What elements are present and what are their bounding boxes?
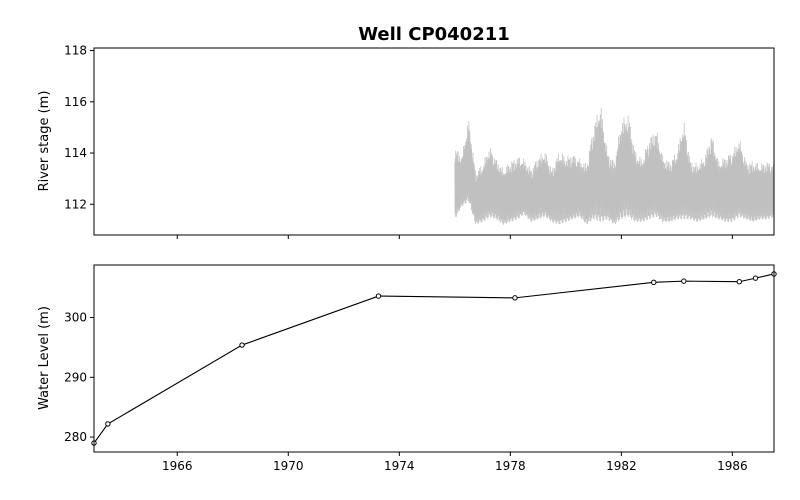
water-level-point [239,342,245,348]
river-stage-y-tick-label: 118 [64,44,87,58]
water-level-point [736,279,743,285]
water-level-x-ticks: 1966 1970 1974 1978 1982 1986 [162,452,748,473]
river-stage-y-tick-label: 116 [64,95,87,109]
water-level-y-tick-label: 290 [64,370,87,384]
water-level-point [681,278,687,284]
water-level-y-ticks: 280 290 300 [64,311,94,444]
river-stage-panel: 112 114 116 118 River stage (m) [37,44,775,239]
water-level-axes-frame [93,264,775,453]
chart-title: Well CP040211 [358,24,510,45]
water-level-point [651,279,657,286]
river-stage-y-tick-label: 112 [64,197,87,211]
water-level-point [512,295,518,301]
river-stage-y-axis-label: River stage (m) [37,91,52,192]
river-stage-x-ticks [176,235,733,239]
water-level-point [105,421,111,427]
water-level-y-tick-label: 280 [64,430,87,444]
water-level-point [375,293,382,299]
water-level-point [752,275,759,281]
river-stage-y-ticks: 112 114 116 118 [64,44,94,211]
water-level-x-tick-label: 1978 [495,459,526,473]
river-stage-axes-frame [93,47,775,236]
water-level-x-tick-label: 1982 [606,459,637,473]
water-level-series-line [93,273,775,444]
river-stage-series-line [454,107,775,225]
river-stage-series [454,107,775,225]
water-level-x-tick-label: 1970 [273,459,304,473]
river-stage-y-tick-label: 114 [64,146,87,160]
water-level-points [91,271,777,446]
water-level-panel: 280 290 300 1966 1970 1974 1978 1982 1986 Water… [37,264,777,473]
water-level-y-axis-label: Water Level (m) [37,306,52,410]
water-level-x-tick-label: 1966 [162,459,193,473]
water-level-y-tick-label: 300 [64,311,87,325]
water-level-x-tick-label: 1986 [717,459,748,473]
water-level-x-tick-label: 1974 [384,459,415,473]
